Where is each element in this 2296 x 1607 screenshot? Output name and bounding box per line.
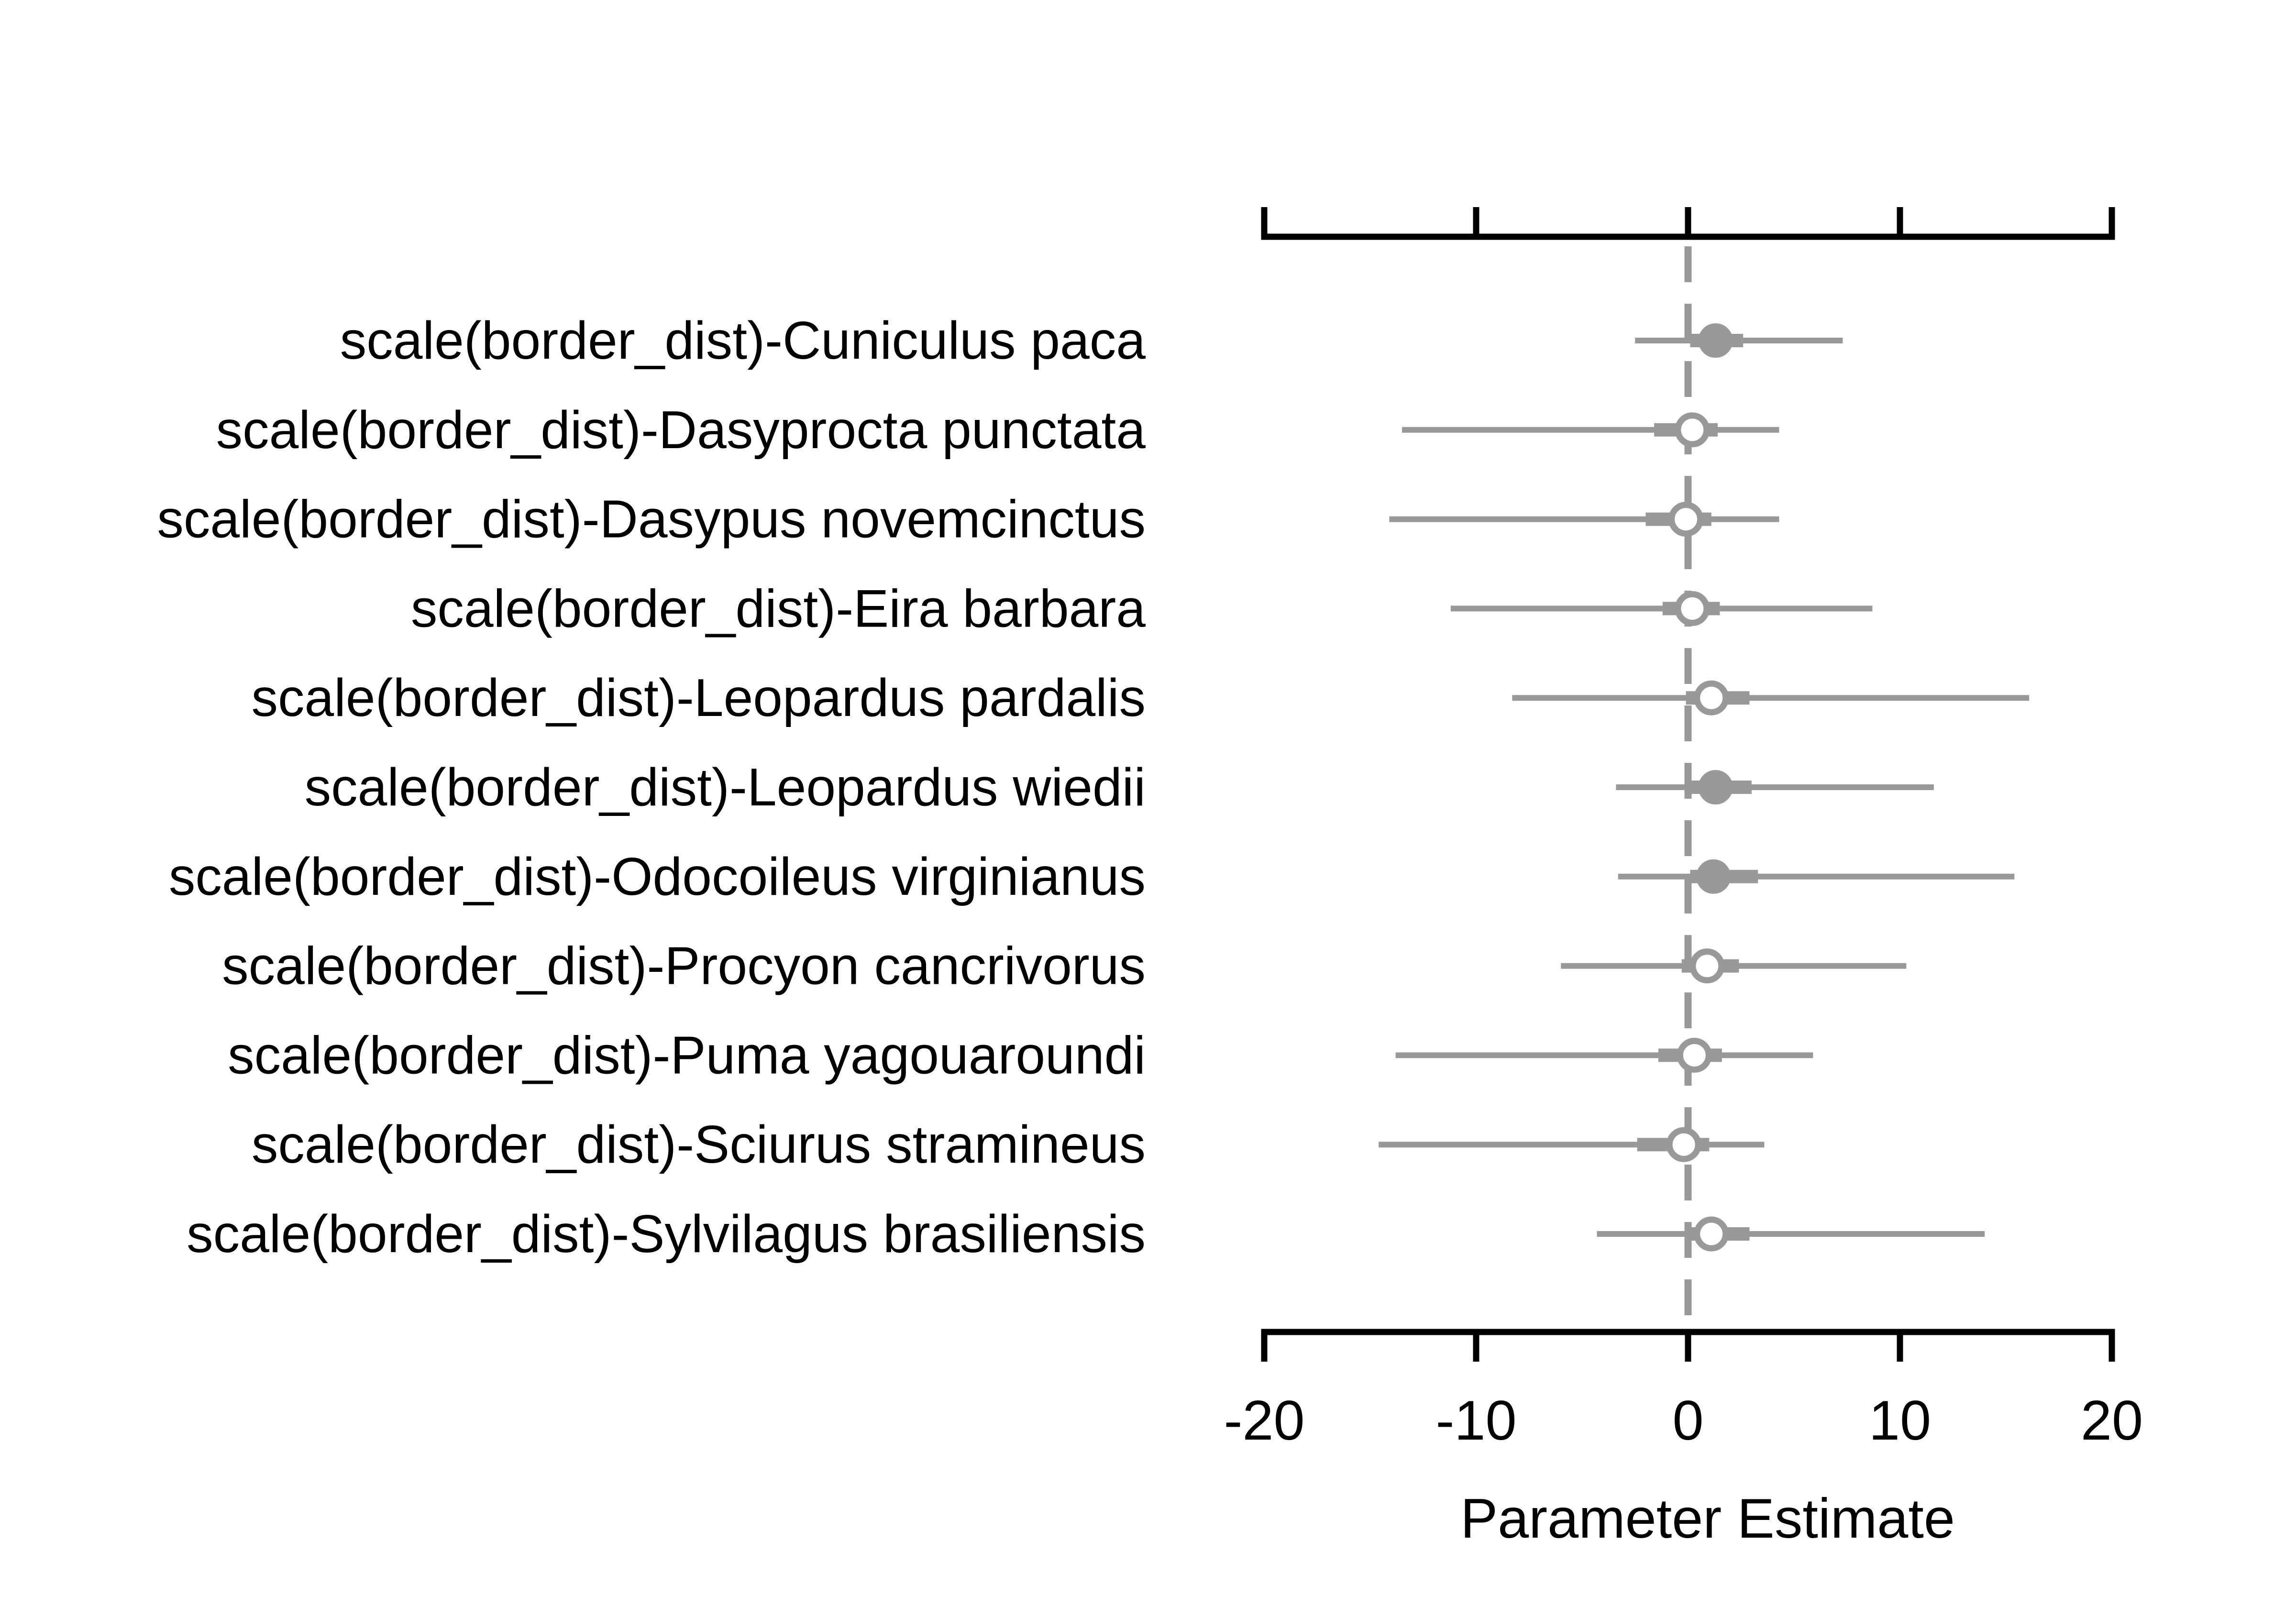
x-tick-label: -20 — [1224, 1389, 1304, 1452]
x-axis-label: Parameter Estimate — [1460, 1487, 1955, 1550]
x-tick-label: 20 — [2081, 1389, 2143, 1452]
row-labels: scale(border_dist)-Cuniculus paca scale(b… — [157, 311, 1146, 1264]
estimate-row — [1616, 770, 1934, 804]
estimate-row — [1395, 1037, 1813, 1073]
estimate-row — [1389, 502, 1779, 537]
estimate-row — [1635, 323, 1843, 358]
top-axis-ticks — [1261, 207, 2115, 237]
point-estimate — [1694, 1216, 1729, 1252]
row-label: scale(border_dist)-Dasyprocta punctata — [216, 400, 1146, 460]
point-estimate — [1666, 1127, 1701, 1162]
estimate-row — [1597, 1216, 1985, 1252]
row-label: scale(border_dist)-Odocoileus virginianu… — [169, 847, 1146, 906]
row-label: scale(border_dist)-Sciurus stramineus — [252, 1115, 1146, 1174]
point-estimate — [1694, 680, 1729, 715]
point-estimate — [1675, 591, 1710, 626]
estimate-row — [1561, 948, 1907, 984]
estimate-row — [1450, 591, 1873, 626]
x-tick-label: 10 — [1869, 1389, 1931, 1452]
estimate-row — [1618, 859, 2015, 894]
row-label: scale(border_dist)-Dasypus novemcinctus — [157, 490, 1146, 549]
row-label: scale(border_dist)-Sylvilagus brasiliens… — [187, 1204, 1146, 1264]
point-estimate — [1698, 770, 1733, 804]
row-label: scale(border_dist)-Leopardus wiedii — [305, 758, 1146, 817]
x-tick-label: -10 — [1435, 1389, 1516, 1452]
row-label: scale(border_dist)-Procyon cancrivorus — [222, 936, 1146, 996]
axes: -20 -10 0 10 20 — [1224, 207, 2143, 1452]
x-tick-label: 0 — [1672, 1389, 1703, 1452]
row-label: scale(border_dist)-Puma yagouaroundi — [228, 1025, 1146, 1085]
estimate-row — [1379, 1127, 1765, 1162]
row-label: scale(border_dist)-Leopardus pardalis — [252, 668, 1146, 727]
point-estimate — [1668, 502, 1704, 537]
point-estimate — [1698, 323, 1733, 358]
bottom-axis-ticks — [1261, 1332, 2115, 1362]
estimate-marks — [1379, 323, 2030, 1252]
point-estimate — [1677, 1037, 1712, 1073]
point-estimate — [1689, 948, 1725, 984]
estimate-row — [1512, 680, 2030, 715]
row-label: scale(border_dist)-Cuniculus paca — [340, 311, 1146, 370]
estimate-row — [1402, 412, 1779, 448]
point-estimate — [1675, 412, 1710, 448]
x-tick-labels: -20 -10 0 10 20 — [1224, 1389, 2143, 1452]
row-label: scale(border_dist)-Eira barbara — [411, 579, 1146, 638]
point-estimate — [1696, 859, 1731, 894]
